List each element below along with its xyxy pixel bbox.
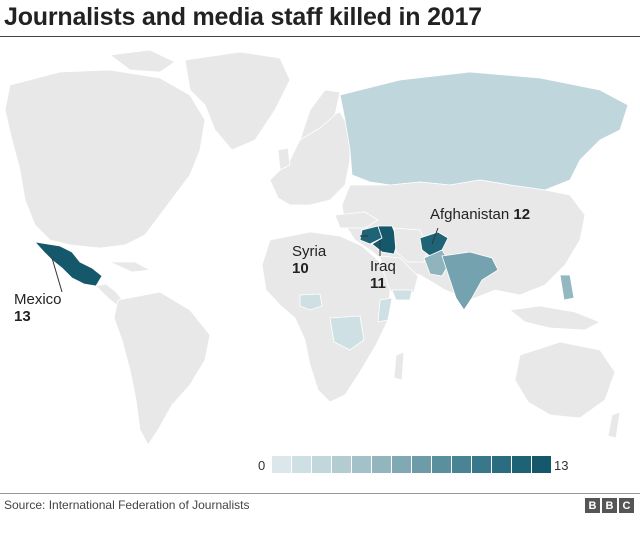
label-iraq-name: Iraq — [370, 258, 396, 275]
map-south-america — [113, 291, 211, 446]
label-afghanistan-value: 12 — [513, 206, 531, 223]
label-iraq: Iraq 11 — [370, 258, 396, 292]
source-note: Source: International Federation of Jour… — [4, 498, 250, 512]
label-afghanistan: Afghanistan 12 — [430, 206, 530, 223]
legend-swatch — [332, 456, 352, 473]
map-arctic-islands — [108, 49, 176, 73]
label-syria-value: 10 — [292, 260, 309, 277]
legend-max-label: 13 — [554, 458, 569, 473]
legend-swatch — [492, 456, 512, 473]
map-greenland — [184, 51, 291, 151]
map-indonesia — [509, 305, 601, 331]
leader-afghanistan — [431, 227, 439, 245]
map-syria — [359, 225, 383, 245]
map-iraq — [371, 225, 399, 255]
legend-color-scale — [272, 456, 552, 473]
legend-swatch — [312, 456, 332, 473]
world-map — [0, 38, 640, 493]
map-africa — [261, 231, 391, 403]
map-dr-congo — [329, 315, 365, 351]
map-north-america — [4, 69, 206, 249]
bbc-logo-letter-1: B — [585, 498, 600, 513]
chart-title: Journalists and media staff killed in 20… — [4, 3, 482, 31]
legend-swatch — [452, 456, 472, 473]
map-iran — [393, 227, 429, 263]
label-afghanistan-name: Afghanistan — [430, 206, 510, 223]
legend-swatch — [472, 456, 492, 473]
map-australia — [514, 341, 616, 419]
label-syria: Syria 10 — [292, 243, 326, 277]
map-somalia — [377, 297, 393, 323]
map-yemen — [391, 289, 413, 301]
map-india — [441, 251, 499, 311]
map-mexico — [33, 241, 103, 287]
legend-swatch — [532, 456, 552, 473]
label-iraq-value: 11 — [370, 275, 386, 292]
legend-swatch — [372, 456, 392, 473]
label-mexico-value: 13 — [14, 308, 31, 325]
map-russia — [339, 71, 629, 191]
label-mexico-name: Mexico — [14, 291, 62, 308]
legend-min-label: 0 — [258, 458, 266, 473]
map-caribbean — [109, 261, 152, 273]
label-syria-name: Syria — [292, 243, 327, 260]
legend-swatch — [352, 456, 372, 473]
label-mexico: Mexico 13 — [14, 291, 62, 325]
legend-swatch — [392, 456, 412, 473]
bbc-logo: B B C — [585, 498, 634, 513]
map-philippines — [559, 274, 575, 301]
map-turkey — [334, 211, 379, 229]
map-uk — [277, 147, 291, 171]
legend-swatch — [272, 456, 292, 473]
map-scandinavia — [299, 89, 341, 141]
legend-swatch — [412, 456, 432, 473]
map-madagascar — [393, 351, 405, 381]
map-new-zealand — [607, 411, 621, 439]
legend-swatch — [432, 456, 452, 473]
title-divider — [0, 36, 640, 37]
legend-swatch — [292, 456, 312, 473]
footer-divider — [0, 493, 640, 494]
map-nigeria — [299, 293, 323, 311]
leader-mexico — [51, 257, 63, 293]
bbc-logo-letter-3: C — [619, 498, 634, 513]
legend-swatch — [512, 456, 532, 473]
bbc-logo-letter-2: B — [602, 498, 617, 513]
